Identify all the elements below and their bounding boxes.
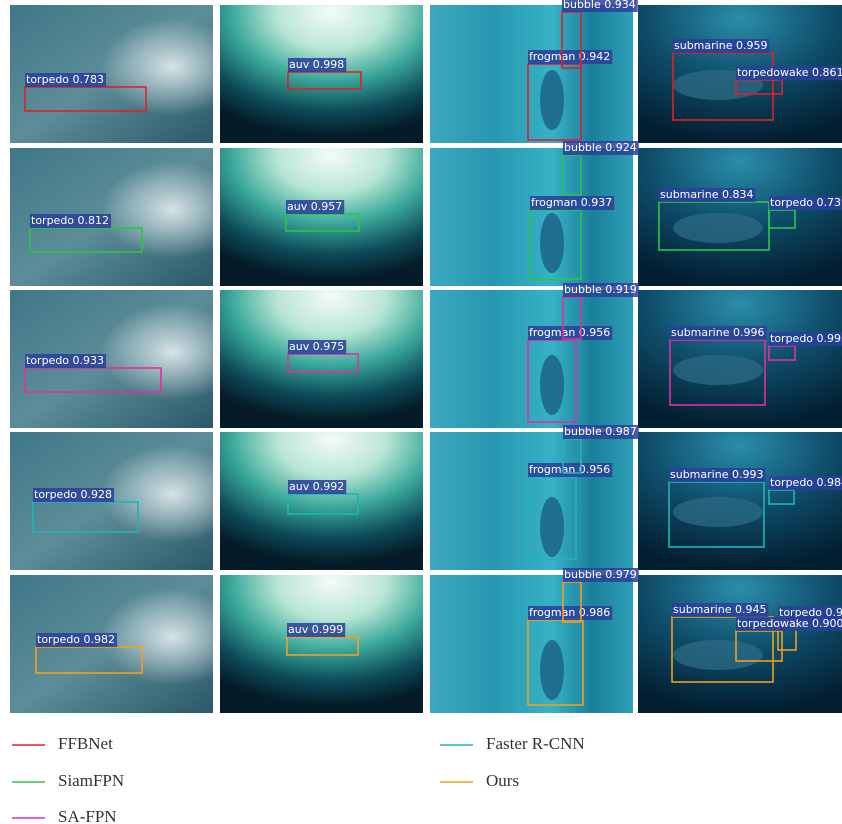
detection-label: torpedo 0.783 bbox=[26, 73, 104, 86]
detection-label: bubble 0.924 bbox=[564, 141, 637, 154]
detection-label: frogman 0.956 bbox=[529, 326, 610, 339]
image-panel bbox=[220, 148, 423, 286]
detection-label: torpedowake 0.900 bbox=[737, 617, 842, 630]
sub bbox=[673, 640, 763, 670]
diver bbox=[540, 355, 564, 415]
detection-label: frogman 0.942 bbox=[529, 50, 610, 63]
detection-label: torpedo 0.984 bbox=[770, 476, 842, 489]
detection-label: submarine 0.834 bbox=[660, 188, 753, 201]
detection-label: torpedo 0.993 bbox=[770, 332, 842, 345]
detection-label: torpedo 0.739 bbox=[770, 196, 842, 209]
image-panel bbox=[220, 575, 423, 713]
detection-label: auv 0.992 bbox=[289, 480, 344, 493]
legend-label: SiamFPN bbox=[58, 771, 124, 790]
detection-label: bubble 0.987 bbox=[564, 425, 637, 438]
detection-label: bubble 0.934 bbox=[563, 0, 636, 11]
image-panel bbox=[220, 290, 423, 428]
image-panel bbox=[430, 148, 633, 286]
diver bbox=[540, 213, 564, 273]
sub bbox=[673, 497, 763, 527]
detection-label: torpedo 0.933 bbox=[26, 354, 104, 367]
sub bbox=[673, 355, 763, 385]
detection-label: frogman 0.986 bbox=[529, 606, 610, 619]
detection-label: submarine 0.996 bbox=[671, 326, 764, 339]
image-grid: torpedo 0.783 auv 0.998 frogman 0.942 bubbl… bbox=[10, 0, 842, 713]
image-panel bbox=[430, 290, 633, 428]
detection-label: auv 0.999 bbox=[288, 623, 343, 636]
legend-label: SA-FPN bbox=[58, 807, 117, 824]
image-panel bbox=[220, 432, 423, 570]
figure: torpedo 0.783 auv 0.998 frogman 0.942 bubbl… bbox=[0, 0, 842, 824]
detection-label: submarine 0.959 bbox=[674, 39, 767, 52]
image-panel bbox=[430, 432, 633, 570]
diver bbox=[540, 640, 564, 700]
detection-label: auv 0.998 bbox=[289, 58, 344, 71]
detection-label: bubble 0.919 bbox=[564, 283, 637, 296]
legend-label: Ours bbox=[486, 771, 519, 790]
detection-label: submarine 0.945 bbox=[673, 603, 766, 616]
image-panel bbox=[430, 575, 633, 713]
legend-label: FFBNet bbox=[58, 734, 113, 753]
detection-label: auv 0.975 bbox=[289, 340, 344, 353]
legend: FFBNet SiamFPN SA-FPN Faster R-CNN Ours bbox=[12, 734, 585, 824]
detection-label: auv 0.957 bbox=[287, 200, 342, 213]
detection-label: frogman 0.937 bbox=[531, 196, 612, 209]
diver bbox=[540, 70, 564, 130]
detection-label: frogman 0.956 bbox=[529, 463, 610, 476]
detection-label: torpedo 0.928 bbox=[34, 488, 112, 501]
image-panel bbox=[430, 5, 633, 143]
detection-label: torpedo 0.812 bbox=[31, 214, 109, 227]
image-panel bbox=[220, 5, 423, 143]
detection-label: torpedo 0.982 bbox=[37, 633, 115, 646]
diver bbox=[540, 497, 564, 557]
detection-label: torpedowake 0.861 bbox=[737, 66, 842, 79]
detection-label: submarine 0.993 bbox=[670, 468, 763, 481]
detection-label: bubble 0.979 bbox=[564, 568, 637, 581]
legend-label: Faster R-CNN bbox=[486, 734, 585, 753]
sub bbox=[673, 213, 763, 243]
